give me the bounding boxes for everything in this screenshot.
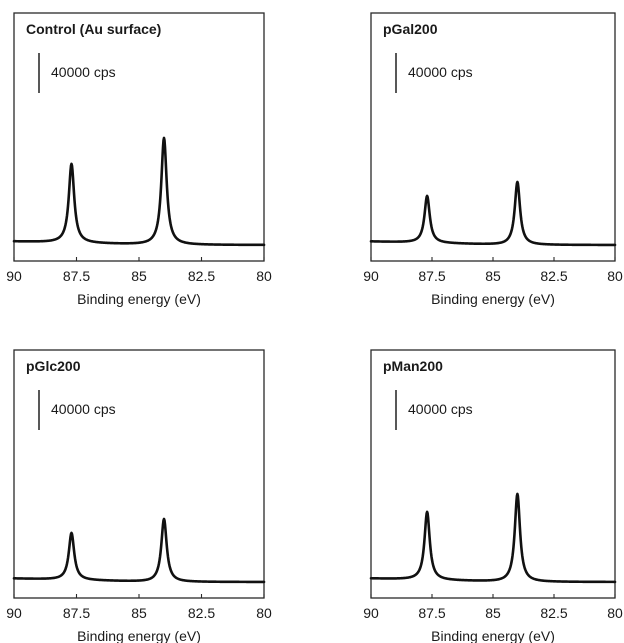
x-tick-label: 87.5 [63,268,90,284]
x-tick-label: 87.5 [418,268,445,284]
x-axis-label: Binding energy (eV) [431,628,555,643]
x-tick-label: 87.5 [418,605,445,621]
x-tick-label: 87.5 [63,605,90,621]
x-axis-label: Binding energy (eV) [431,291,555,307]
x-axis-label: Binding energy (eV) [77,291,201,307]
x-tick-label: 80 [256,605,272,621]
spectrum-line [369,492,617,584]
panel-title: pGlc200 [26,358,81,374]
spectrum-line [369,180,617,247]
x-tick-label: 85 [485,605,501,621]
x-tick-label: 90 [6,268,22,284]
scale-bar-label: 40000 cps [51,64,116,80]
spectrum-line [12,517,266,584]
x-tick-label: 85 [485,268,501,284]
x-tick-label: 85 [131,268,147,284]
x-tick-label: 90 [363,268,379,284]
x-tick-label: 82.5 [188,605,215,621]
spectrum-line [12,136,266,247]
x-tick-label: 82.5 [540,605,567,621]
x-tick-label: 82.5 [540,268,567,284]
x-tick-label: 80 [256,268,272,284]
x-tick-label: 90 [6,605,22,621]
x-axis-label: Binding energy (eV) [77,628,201,643]
chart-panel-2: 90 87.5 85 82.5 80 Binding energy (eV) pGal200… [363,12,623,307]
x-tick-label: 85 [131,605,147,621]
plot-frame [370,12,616,262]
plot-frame [13,12,265,262]
scale-bar-label: 40000 cps [51,401,116,417]
panel-title: pMan200 [383,358,443,374]
scale-bar-label: 40000 cps [408,401,473,417]
plot-frame [13,349,265,599]
plot-frame [370,349,616,599]
chart-panel-4: 90 87.5 85 82.5 80 Binding energy (eV) pMan200… [363,349,623,643]
scale-bar-label: 40000 cps [408,64,473,80]
chart-panel-3: 90 87.5 85 82.5 80 Binding energy (eV) pGlc200… [6,349,272,643]
panel-title: Control (Au surface) [26,21,161,37]
x-tick-label: 90 [363,605,379,621]
panel-title: pGal200 [383,21,438,37]
x-tick-label: 80 [607,268,623,284]
x-tick-label: 82.5 [188,268,215,284]
x-tick-label: 80 [607,605,623,621]
chart-panel-1: 90 87.5 85 82.5 80 Binding energy (eV) Control… [6,12,272,307]
